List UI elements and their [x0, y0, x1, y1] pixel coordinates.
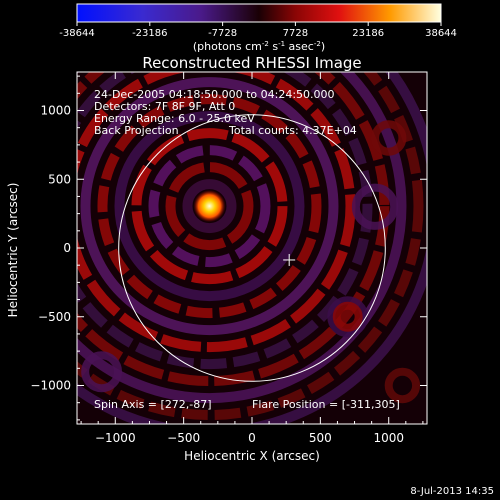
chart-title: Reconstructed RHESSI Image: [142, 54, 361, 72]
ring: [165, 162, 254, 251]
spin-axis-label: Spin Axis = [272,-87]: [94, 398, 212, 411]
y-tick-label: −1000: [30, 379, 71, 393]
flare-source: [193, 190, 226, 223]
side-lobe: [371, 120, 407, 156]
y-axis-ticks: −1000 −500 0 500 1000: [30, 75, 427, 421]
colorbar-tick-label: 23186: [352, 28, 384, 39]
detectors-label: Detectors: 7F 8F 9F, Att 0: [94, 100, 236, 113]
colorbar-ticks: -38644 -23186 -7728 7728 23186 38644: [59, 22, 457, 39]
y-tick-label: −500: [38, 310, 71, 324]
ring: [148, 145, 271, 268]
ring: [77, 72, 407, 404]
ring: [97, 94, 322, 319]
ring: [114, 111, 305, 302]
side-lobe: [81, 351, 123, 393]
side-lobe: [384, 367, 421, 404]
ring: [77, 72, 373, 370]
colorbar: [76, 3, 442, 23]
side-lobe: [351, 183, 399, 230]
x-tick-label: 1000: [373, 431, 404, 445]
x-tick-label: 0: [248, 431, 256, 445]
y-tick-label: 500: [48, 172, 71, 186]
flare-position-label: Flare Position = [-311,305]: [252, 398, 400, 411]
side-lobe: [332, 301, 363, 332]
spin-axis-marker: [283, 253, 296, 266]
time-range-label: 24-Dec-2005 04:18:50.000 to 04:24:50.000: [94, 88, 335, 101]
ring: [131, 128, 288, 285]
heatmap-image: [77, 72, 427, 424]
colorbar-units: (photons cm-2 s-1 asec-2): [193, 40, 325, 53]
y-tick-label: 0: [63, 241, 71, 255]
ring: [77, 72, 424, 420]
footer-date: 8-Jul-2013 14:35: [410, 486, 494, 497]
energy-range-label: Energy Range: 6.0 - 25.0 keV: [94, 112, 255, 125]
colorbar-tick-label: -23186: [132, 28, 167, 39]
total-counts-label: Total counts: 4.37E+04: [229, 124, 357, 137]
ring: [80, 77, 339, 336]
colorbar-tick-label: 7728: [283, 28, 308, 39]
ring: [77, 72, 356, 353]
side-lobe: [327, 296, 369, 338]
y-tick-label: 1000: [40, 104, 71, 118]
colorbar-tick-label: -38644: [59, 28, 94, 39]
method-label: Back Projection: [94, 124, 179, 137]
colorbar-tick-label: -7728: [208, 28, 237, 39]
ring: [77, 72, 390, 387]
solar-limb: [118, 114, 386, 382]
ring: [182, 179, 237, 234]
x-tick-label: 500: [309, 431, 332, 445]
x-axis-label: Heliocentric X (arcsec): [184, 449, 320, 463]
x-tick-label: −1000: [95, 431, 136, 445]
x-tick-label: −500: [167, 431, 200, 445]
y-axis-label: Heliocentric Y (arcsec): [6, 183, 20, 318]
side-lobes: [81, 120, 421, 404]
ring-pattern: [77, 72, 427, 424]
colorbar-tick-label: 38644: [425, 28, 457, 39]
x-axis-ticks: −1000 −500 0 500 1000: [80, 72, 424, 445]
